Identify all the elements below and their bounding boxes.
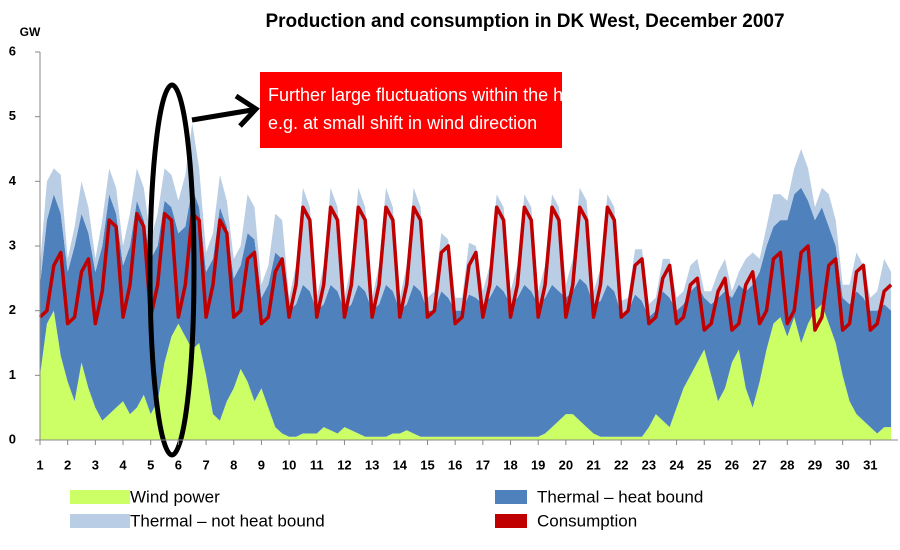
x-tick-label: 13 xyxy=(365,457,379,472)
x-tick-label: 9 xyxy=(258,457,265,472)
area xyxy=(40,304,892,440)
x-tick-label: 23 xyxy=(642,457,656,472)
x-tick-label: 20 xyxy=(559,457,573,472)
legend-label: Consumption xyxy=(537,511,637,530)
x-tick-label: 1 xyxy=(36,457,43,472)
x-tick-label: 17 xyxy=(476,457,490,472)
legend-swatch xyxy=(495,490,527,504)
x-tick-label: 3 xyxy=(92,457,99,472)
line xyxy=(38,205,893,332)
y-tick-label: 5 xyxy=(9,108,16,123)
legend-swatch xyxy=(495,514,527,528)
x-tick-label: 26 xyxy=(725,457,739,472)
x-tick-label: 24 xyxy=(669,457,684,472)
y-tick-label: 0 xyxy=(9,431,16,446)
x-tick-label: 2 xyxy=(64,457,71,472)
x-tick-label: 10 xyxy=(282,457,296,472)
x-tick-label: 4 xyxy=(119,457,127,472)
x-tick-label: 8 xyxy=(230,457,237,472)
x-tick-label: 12 xyxy=(337,457,351,472)
x-tick-label: 31 xyxy=(863,457,877,472)
annotation-box xyxy=(260,72,562,148)
annotation: Further large fluctuations within the ho… xyxy=(147,72,589,458)
legend-label: Thermal – heat bound xyxy=(537,487,703,506)
x-tick-label: 18 xyxy=(503,457,517,472)
y-tick-label: 1 xyxy=(9,367,16,382)
x-tick-label: 21 xyxy=(586,457,600,472)
legend-swatch xyxy=(70,490,130,504)
x-tick-label: 29 xyxy=(808,457,822,472)
legend-label: Wind power xyxy=(130,487,220,506)
y-tick-label: 6 xyxy=(9,43,16,58)
x-tick-label: 22 xyxy=(614,457,628,472)
y-axis-label: GW xyxy=(20,25,41,39)
annotation-text: e.g. at small shift in wind direction xyxy=(268,113,537,133)
x-tick-label: 28 xyxy=(780,457,794,472)
x-tick-label: 5 xyxy=(147,457,154,472)
chart-title: Production and consumption in DK West, D… xyxy=(265,11,784,32)
arrow-head xyxy=(234,93,260,128)
legend-swatch xyxy=(70,514,130,528)
x-tick-label: 25 xyxy=(697,457,711,472)
x-tick-label: 15 xyxy=(420,457,434,472)
highlight-ellipse xyxy=(147,82,197,458)
area xyxy=(40,187,892,437)
x-tick-label: 30 xyxy=(835,457,849,472)
arrow-shaft xyxy=(191,107,253,123)
plot-area xyxy=(38,123,893,440)
y-tick-label: 2 xyxy=(9,302,16,317)
annotation-text: Further large fluctuations within the ho… xyxy=(268,85,589,105)
x-tick-label: 11 xyxy=(310,457,324,472)
x-tick-label: 27 xyxy=(752,457,766,472)
y-tick-label: 4 xyxy=(9,173,17,188)
x-tick-label: 6 xyxy=(175,457,182,472)
legend-label: Thermal – not heat bound xyxy=(130,511,325,530)
y-tick-label: 3 xyxy=(9,237,16,252)
x-tick-label: 19 xyxy=(531,457,545,472)
x-tick-label: 14 xyxy=(393,457,408,472)
x-tick-label: 7 xyxy=(202,457,209,472)
x-tick-label: 16 xyxy=(448,457,462,472)
